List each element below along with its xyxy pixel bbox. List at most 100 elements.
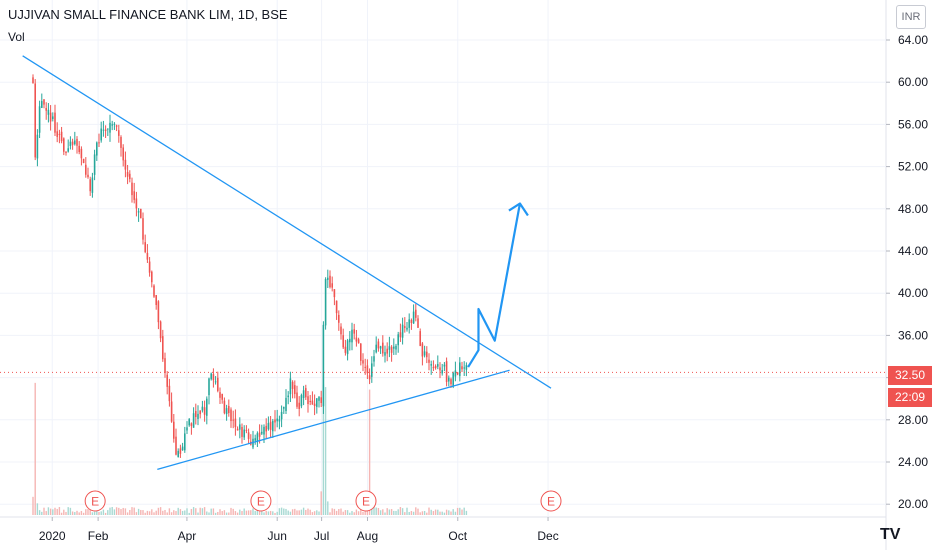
volume-bar [426,512,428,515]
candle-body [98,142,100,144]
volume-bar [399,507,402,515]
volume-bar [170,512,173,515]
volume-bar [111,507,113,515]
volume-bar [329,512,331,515]
candle-body [340,326,342,335]
candle-body [454,370,457,377]
volume-bar [333,508,336,515]
volume-bar [63,509,65,515]
volume-bar [96,510,98,515]
symbol-title[interactable]: UJJIVAN SMALL FINANCE BANK LIM, 1D, BSE [8,7,288,22]
volume-bar [448,510,450,515]
volume-bar [368,389,371,515]
volume-bar [210,508,212,515]
candle-body [247,432,250,439]
candle-body [267,423,270,430]
tradingview-logo[interactable]: TV [880,526,901,543]
volume-bar [212,508,215,515]
candle-body [406,327,408,330]
candle-body [415,309,417,318]
candle-body [437,364,439,367]
candle-body [353,329,355,334]
volume-label[interactable]: Vol [8,30,25,44]
drawings[interactable] [0,55,886,471]
volume-bar [107,510,109,515]
candle-body [188,419,190,426]
candle-body [263,426,265,435]
candle-body [71,141,74,145]
volume-bar [41,511,43,515]
candle-body [463,367,465,369]
volume-bar [65,511,67,515]
volume-bar [274,512,276,515]
candle-body [173,421,175,439]
volume-bar [338,509,340,515]
volume-bar [278,508,281,515]
candles [32,74,468,458]
candle-body [146,252,149,260]
earnings-marker-label: E [257,495,265,509]
candle-body [148,261,151,273]
y-tick-label: 28.00 [898,413,928,427]
volume-bar [142,510,144,515]
volume-bar [349,512,351,515]
currency-button[interactable]: INR [896,5,926,29]
volume-bar [377,507,380,515]
volume-bar [252,508,254,515]
volume-bar [280,507,283,515]
x-tick-label: Aug [357,529,378,543]
candle-body [324,278,327,326]
volume-bar [144,512,146,515]
candle-body [217,377,219,391]
candle-body [368,375,371,380]
candle-body [294,385,296,395]
volume-bar [344,510,347,515]
volume-bar [388,509,391,515]
candle-body [448,377,450,382]
volume-bar [302,507,305,515]
candle-body [34,83,36,158]
candle-body [318,396,320,401]
volume-bar [459,507,461,515]
volume-bar [456,507,459,515]
candle-body [300,395,303,407]
candle-body [283,407,285,409]
trendline-resistance [22,55,552,389]
y-tick-label: 20.00 [898,497,928,511]
candle-body [274,419,276,423]
volume-bar [269,510,272,515]
volume-bar [43,507,45,515]
x-tick-label: Feb [88,529,109,543]
volume-bar [159,507,162,515]
volume-bar [267,511,270,515]
volume-bar [311,512,314,515]
candle-body [452,372,454,387]
volume-bar [362,511,364,515]
volume-bar [417,508,419,515]
candle-body [338,314,340,323]
candle-body [428,359,430,363]
candle-body [109,122,111,133]
candle-body [412,311,415,324]
candle-body [104,129,107,131]
volume-bar [445,509,448,515]
volume-bar [384,512,386,515]
volume-bar [375,507,377,515]
volume-bar [230,507,232,515]
volume-bar [56,508,58,515]
candle-body [377,341,380,349]
candle-body [397,334,399,346]
x-tick-label: Jun [268,529,287,543]
candle-body [201,406,204,411]
volume-bar [181,510,184,515]
candle-body [421,343,424,357]
candle-body [258,432,261,437]
candle-body [393,346,395,349]
candle-body [65,151,67,153]
volume-bar [87,509,89,515]
candle-body [137,211,140,213]
volume-bar [395,510,397,515]
candle-body [331,283,333,288]
